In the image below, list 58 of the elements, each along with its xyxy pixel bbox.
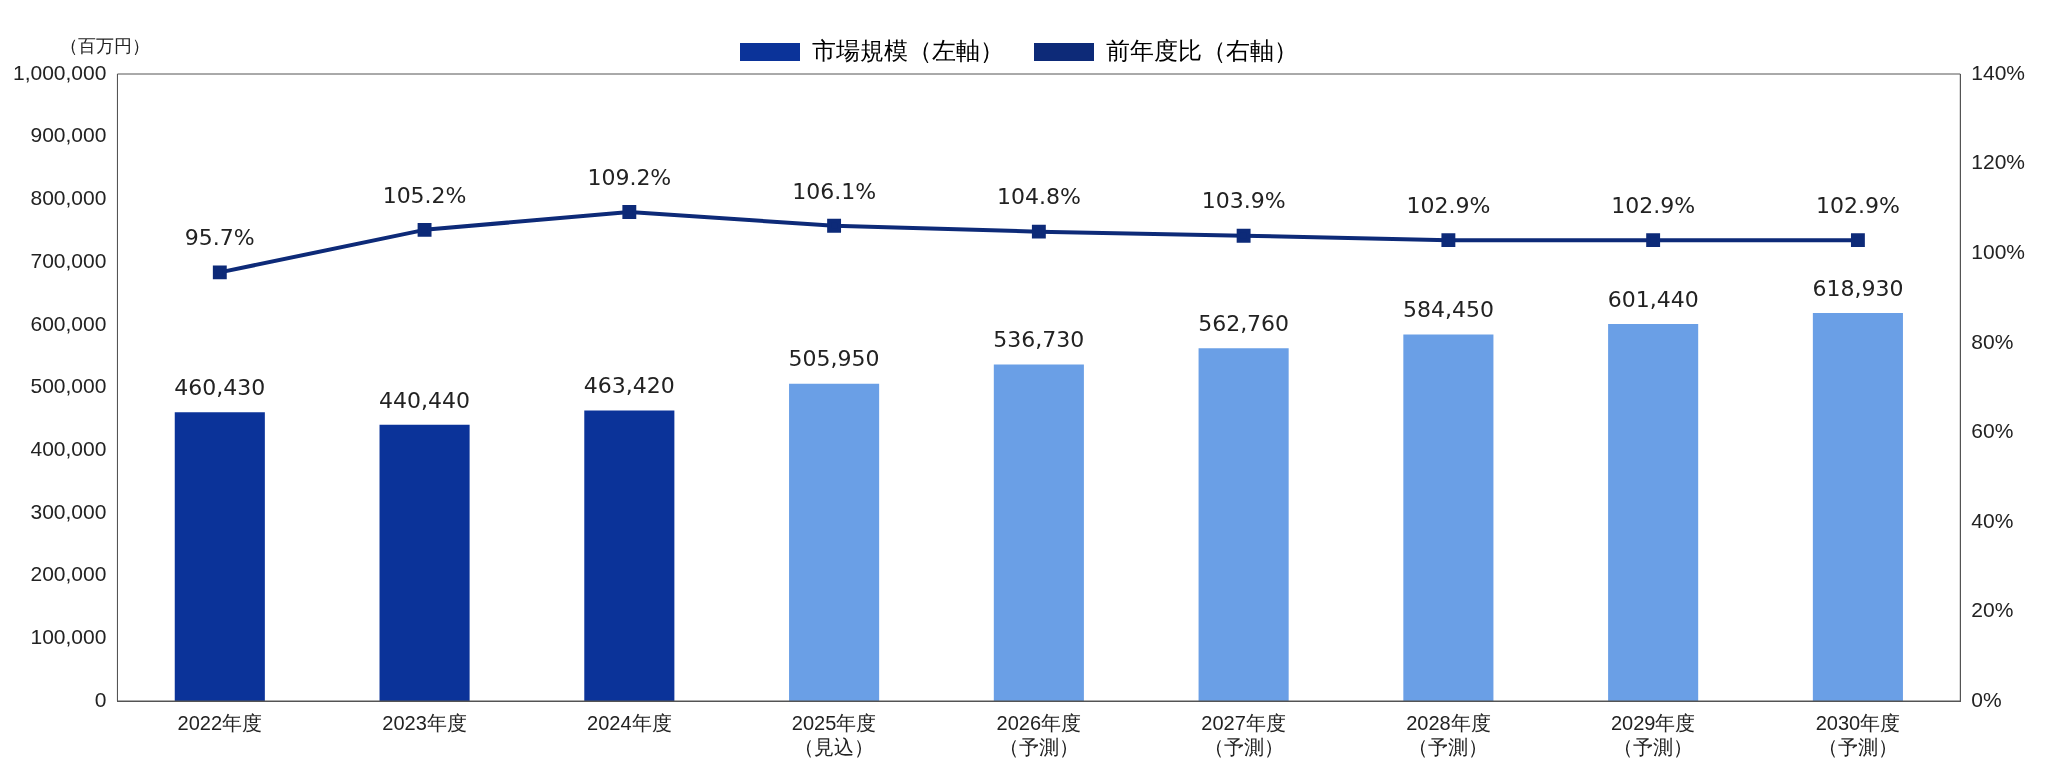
- data-label: 105.2%: [382, 182, 467, 208]
- bar: [379, 424, 470, 701]
- data-label: 102.9%: [1815, 192, 1900, 218]
- y2-tick-label: 0%: [1971, 687, 2002, 711]
- y-tick-label: 900,000: [30, 123, 107, 147]
- data-label: 440,440: [379, 387, 471, 413]
- x-tick-label: 2024年度: [587, 711, 672, 734]
- y-tick-label: 0: [94, 687, 107, 711]
- x-tick-label: 2029年度（予測）: [1610, 711, 1696, 758]
- bar: [174, 412, 265, 701]
- bar: [1608, 323, 1699, 701]
- y-tick-label: 300,000: [30, 499, 107, 523]
- x-tick-label: 2023年度: [382, 711, 467, 734]
- y2-tick-label: 40%: [1971, 508, 2014, 532]
- data-label: 109.2%: [587, 164, 672, 190]
- y2-tick-label: 80%: [1971, 329, 2014, 353]
- data-label: 104.8%: [996, 184, 1081, 210]
- y2-tick-label: 140%: [1971, 60, 2026, 84]
- y-axis-title: （百万円）: [60, 34, 150, 58]
- bar: [1198, 348, 1289, 701]
- x-tick-label: 2022年度: [177, 711, 263, 734]
- bar: [1812, 312, 1903, 701]
- y-tick-label: 800,000: [30, 186, 107, 210]
- y2-tick-label: 20%: [1971, 598, 2014, 622]
- x-tick-label: 2028年度（予測）: [1406, 711, 1491, 758]
- y-tick-label: 500,000: [30, 374, 107, 398]
- data-label: 601,440: [1607, 286, 1699, 312]
- y-tick-label: 600,000: [30, 311, 107, 335]
- x-tick-label: 2026年度（予測）: [996, 711, 1082, 758]
- data-label: 536,730: [993, 327, 1085, 353]
- y-tick-label: 700,000: [30, 248, 107, 272]
- data-label: 463,420: [583, 373, 675, 399]
- y-tick-label: 200,000: [30, 562, 107, 586]
- data-label: 562,760: [1198, 310, 1290, 336]
- data-label: 102.9%: [1406, 192, 1491, 218]
- bar: [993, 364, 1084, 701]
- data-label: 584,450: [1402, 297, 1494, 323]
- y-tick-label: 400,000: [30, 437, 107, 460]
- bar: [1403, 334, 1494, 701]
- x-tick-label: 2025年度（見込）: [791, 711, 877, 758]
- y2-tick-label: 60%: [1971, 419, 2014, 443]
- data-label: 106.1%: [792, 178, 877, 204]
- data-label: 95.7%: [184, 225, 255, 251]
- bar: [789, 383, 880, 701]
- data-label: 618,930: [1812, 275, 1904, 301]
- legend-label: 市場規模（左軸）: [812, 36, 1004, 64]
- data-label: 460,430: [174, 375, 266, 401]
- bar: [584, 410, 675, 701]
- y-tick-label: 100,000: [30, 625, 107, 649]
- y-tick-label: 1,000,000: [12, 60, 107, 84]
- x-tick-label: 2027年度（予測）: [1201, 711, 1286, 758]
- x-tick-label: 2030年度（予測）: [1815, 711, 1901, 758]
- y2-tick-label: 100%: [1971, 239, 2026, 263]
- legend-label: 前年度比（右軸）: [1106, 36, 1298, 64]
- data-label: 505,950: [788, 346, 880, 372]
- data-label: 102.9%: [1611, 192, 1696, 218]
- y2-tick-label: 120%: [1971, 150, 2026, 174]
- data-label: 103.9%: [1201, 188, 1286, 214]
